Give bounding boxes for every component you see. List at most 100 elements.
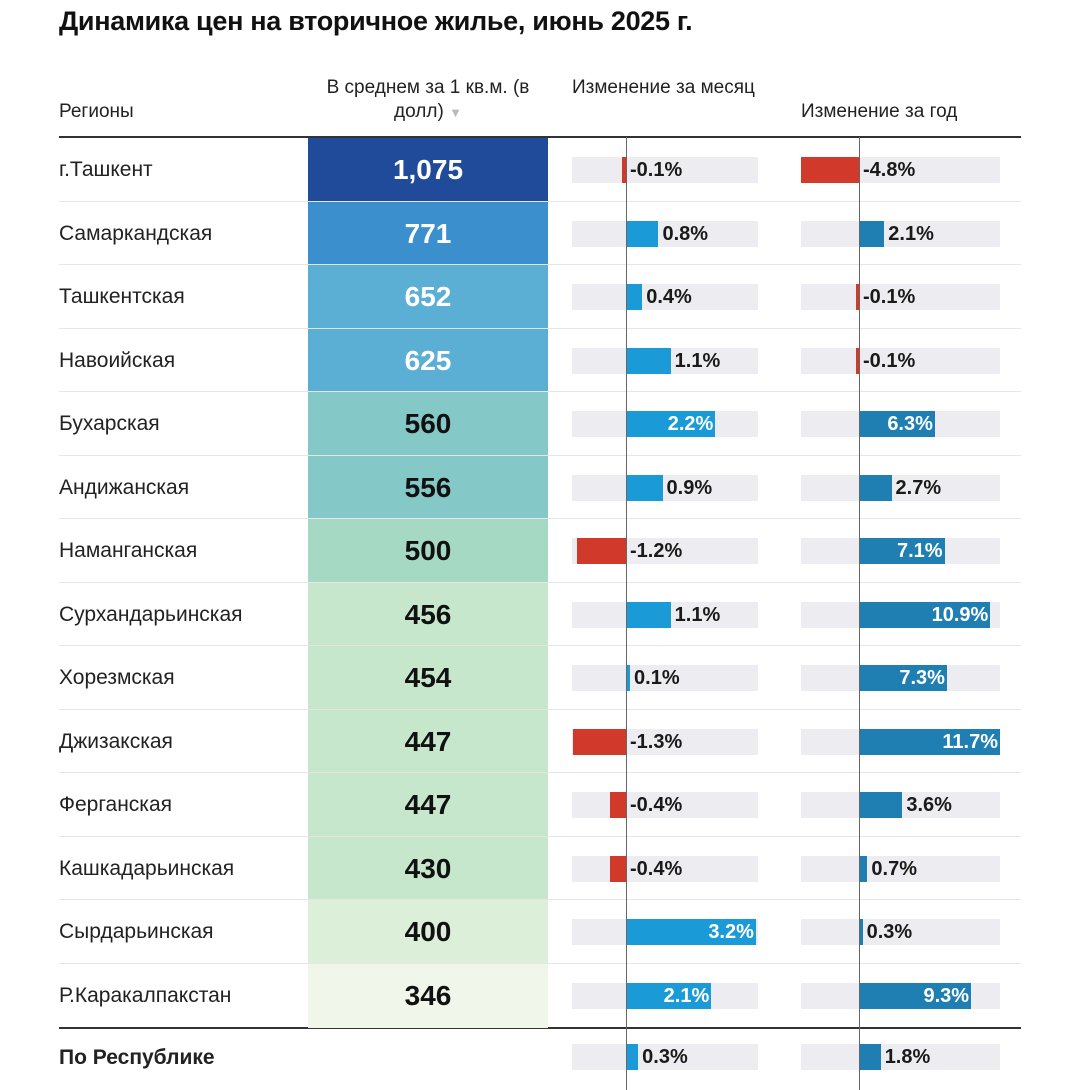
row-separator (59, 454, 1021, 456)
month-change-label: 2.1% (663, 984, 710, 1007)
month-change-label: 0.8% (662, 222, 709, 245)
year-change-label: 7.3% (899, 667, 945, 689)
month-track (572, 792, 758, 818)
header-region: Регионы (59, 101, 134, 122)
month-track (572, 855, 758, 882)
month-change-bar (626, 474, 663, 501)
year-change-bar (859, 1044, 881, 1070)
header-price-label: В среднем за 1 кв.м. (в долл) (326, 77, 530, 122)
year-change-bar (856, 284, 859, 310)
month-change-label: -1.3% (630, 730, 683, 753)
row-separator (59, 327, 1021, 329)
price-value: 652 (308, 265, 548, 329)
year-change-bar (859, 982, 972, 1009)
year-change-label: 3.6% (906, 794, 952, 816)
region-name: Кашкадарьинская (59, 856, 235, 880)
month-change-bar (626, 347, 671, 374)
price-value: 454 (308, 646, 548, 710)
year-change-bar (859, 474, 892, 501)
year-change-bar (801, 157, 859, 183)
year-change-bar (859, 919, 863, 945)
year-track (801, 474, 1000, 501)
month-track (572, 284, 758, 310)
row-separator (59, 645, 1021, 646)
month-track (572, 157, 758, 183)
price-value: 430 (308, 836, 548, 901)
table-row: Навоийская 625 1.1% -0.1% (0, 328, 1080, 393)
month-change-bar (626, 601, 671, 628)
month-change-label: -0.4% (630, 857, 683, 880)
month-change-bar (609, 792, 626, 818)
row-separator (59, 772, 1021, 773)
region-name: Джизакская (59, 729, 173, 753)
month-change-bar (626, 220, 659, 247)
month-change-bar (626, 411, 716, 437)
region-name: Бухарская (59, 412, 160, 435)
header-price[interactable]: В среднем за 1 кв.м. (в долл) ▼ (308, 76, 548, 125)
price-value: 456 (308, 582, 548, 647)
year-change-label: 7.1% (896, 540, 943, 562)
region-name: Ташкентская (59, 285, 185, 308)
year-track (801, 1044, 1000, 1070)
month-track (572, 1044, 758, 1070)
month-change-label: 0.4% (646, 286, 692, 308)
year-change-bar (859, 728, 1000, 755)
year-change-bar (859, 792, 903, 818)
month-change-bar (626, 665, 631, 691)
price-value: 400 (308, 900, 548, 964)
price-value: 447 (308, 773, 548, 837)
price-value: 1,075 (308, 138, 548, 202)
month-change-label: 0.9% (666, 476, 713, 499)
table-row: Ферганская 447 -0.4% 3.6% (0, 773, 1080, 837)
year-track (801, 347, 1000, 374)
year-change-bar (859, 601, 991, 628)
row-separator (59, 708, 1021, 710)
year-change-label: 2.7% (895, 476, 942, 499)
region-name: г.Ташкент (59, 158, 153, 181)
month-change-bar (577, 538, 626, 564)
year-change-label: 9.3% (923, 984, 970, 1007)
month-zero-axis (626, 137, 627, 1090)
region-name: Самаркандская (59, 221, 213, 245)
sort-desc-icon[interactable]: ▼ (449, 105, 462, 120)
month-change-label: 1.1% (674, 349, 721, 372)
month-change-bar (621, 157, 626, 183)
region-name: Сырдарьинская (59, 920, 214, 943)
region-name: Ферганская (59, 793, 172, 816)
total-row: По Республике 0.3% 1.8% (0, 1026, 1080, 1090)
row-separator (59, 899, 1021, 900)
year-change-bar (859, 411, 935, 437)
price-value: 556 (308, 455, 548, 520)
month-change-label: 2.2% (667, 413, 714, 435)
region-name: Навоийская (59, 348, 176, 372)
region-name: Сурхандарьинская (59, 602, 243, 626)
month-change-label: 0.1% (634, 667, 680, 689)
year-track (801, 855, 1000, 882)
row-separator (59, 962, 1021, 964)
table-row: Сурхандарьинская 456 1.1% 10.9% (0, 582, 1080, 647)
header-rule (59, 136, 1021, 138)
year-track (801, 220, 1000, 247)
year-change-label: 0.7% (871, 857, 918, 880)
row-separator (59, 835, 1021, 837)
month-change-bar (626, 919, 756, 945)
price-value: 346 (308, 963, 548, 1028)
year-change-bar (856, 347, 859, 374)
price-value: 771 (308, 201, 548, 266)
month-change-label: 1.1% (674, 603, 721, 626)
month-change-bar (626, 284, 643, 310)
year-change-label: 0.3% (866, 921, 913, 943)
table-row: Кашкадарьинская 430 -0.4% 0.7% (0, 836, 1080, 901)
month-change-bar (626, 1044, 639, 1070)
year-change-label: 6.3% (887, 413, 933, 435)
table-row: Самаркандская 771 0.8% 2.1% (0, 201, 1080, 266)
year-change-label: 11.7% (942, 730, 998, 753)
row-separator (59, 264, 1021, 265)
price-value: 447 (308, 709, 548, 774)
year-change-bar (859, 855, 868, 882)
year-change-label: -4.8% (863, 159, 916, 181)
table-row: Джизакская 447 -1.3% 11.7% (0, 709, 1080, 774)
year-change-label: -0.1% (863, 349, 916, 372)
month-change-bar (626, 982, 712, 1009)
month-change-label: 0.3% (642, 1046, 688, 1068)
